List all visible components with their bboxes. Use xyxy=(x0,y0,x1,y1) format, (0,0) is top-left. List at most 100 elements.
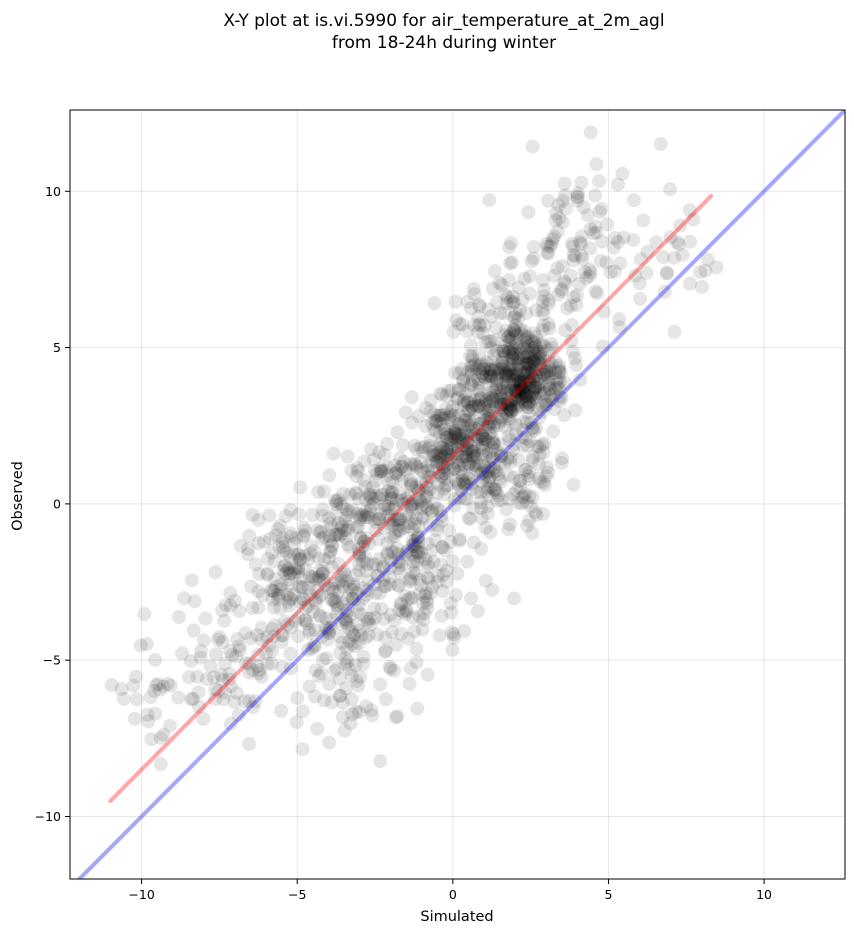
data-point xyxy=(511,375,526,390)
data-point xyxy=(476,458,491,473)
data-point xyxy=(322,735,337,750)
data-point xyxy=(208,565,223,580)
data-point xyxy=(531,471,546,486)
data-point xyxy=(438,411,453,426)
data-point xyxy=(508,384,523,399)
data-point xyxy=(446,421,461,436)
data-point xyxy=(374,463,389,478)
data-point xyxy=(508,417,523,432)
data-point xyxy=(520,335,535,350)
data-point xyxy=(434,440,449,455)
data-point xyxy=(402,573,417,588)
data-point xyxy=(513,386,528,401)
data-point xyxy=(509,427,524,442)
data-point xyxy=(351,636,366,651)
data-point xyxy=(387,663,402,678)
data-point xyxy=(414,545,429,560)
data-point xyxy=(525,394,540,409)
data-point xyxy=(306,604,321,619)
data-point xyxy=(484,368,499,383)
data-point xyxy=(385,517,400,532)
data-point xyxy=(324,593,339,608)
data-point xyxy=(528,366,543,381)
data-point xyxy=(525,453,540,468)
data-point xyxy=(511,385,526,400)
data-point xyxy=(494,402,509,417)
data-point xyxy=(392,524,407,539)
data-point xyxy=(452,430,467,445)
data-point xyxy=(520,468,535,483)
data-point xyxy=(570,186,585,201)
data-point xyxy=(410,528,425,543)
data-point xyxy=(351,678,366,693)
data-point xyxy=(424,463,439,478)
data-point xyxy=(449,587,464,602)
data-point xyxy=(505,345,520,360)
data-point xyxy=(483,409,498,424)
data-point xyxy=(418,552,433,567)
data-point xyxy=(334,527,349,542)
data-point xyxy=(382,659,397,674)
data-point xyxy=(358,504,373,519)
data-point xyxy=(398,491,413,506)
data-point xyxy=(504,331,519,346)
data-point xyxy=(405,522,420,537)
data-point xyxy=(456,395,471,410)
data-point xyxy=(391,578,406,593)
data-point xyxy=(502,272,517,287)
data-point xyxy=(517,367,532,382)
data-point xyxy=(248,557,263,572)
data-point xyxy=(373,464,388,479)
data-point xyxy=(481,445,496,460)
data-point xyxy=(450,446,465,461)
data-point xyxy=(356,649,371,664)
data-point xyxy=(565,344,580,359)
data-point xyxy=(502,492,517,507)
data-point xyxy=(504,368,519,383)
data-point xyxy=(343,716,358,731)
data-point xyxy=(525,353,540,368)
data-point xyxy=(248,694,263,709)
data-point xyxy=(402,461,417,476)
data-point xyxy=(315,629,330,644)
data-point xyxy=(436,465,451,480)
data-point xyxy=(284,661,299,676)
data-point xyxy=(259,646,274,661)
data-point xyxy=(611,234,626,249)
data-point xyxy=(302,679,317,694)
data-point xyxy=(456,433,471,448)
data-point xyxy=(442,435,457,450)
data-point xyxy=(522,286,537,301)
data-point xyxy=(418,419,433,434)
data-point xyxy=(481,420,496,435)
data-point xyxy=(487,483,502,498)
data-point xyxy=(245,663,260,678)
data-point xyxy=(423,482,438,497)
data-point xyxy=(505,348,520,363)
data-point xyxy=(307,689,322,704)
data-point xyxy=(539,469,554,484)
data-point xyxy=(439,442,454,457)
data-point xyxy=(566,289,581,304)
data-point xyxy=(494,410,509,425)
data-point xyxy=(343,487,358,502)
data-point xyxy=(582,262,597,277)
data-point xyxy=(104,677,119,692)
data-point xyxy=(698,263,713,278)
data-point xyxy=(448,365,463,380)
data-point xyxy=(518,379,533,394)
data-point xyxy=(342,662,357,677)
data-point xyxy=(496,350,511,365)
data-point xyxy=(467,393,482,408)
data-point xyxy=(493,391,508,406)
data-point xyxy=(517,328,532,343)
data-point xyxy=(361,536,376,551)
data-point xyxy=(336,579,351,594)
data-point xyxy=(457,409,472,424)
data-point xyxy=(542,359,557,374)
data-point xyxy=(455,317,470,332)
data-point xyxy=(454,462,469,477)
data-point xyxy=(423,393,438,408)
data-point xyxy=(329,494,344,509)
data-point xyxy=(344,582,359,597)
